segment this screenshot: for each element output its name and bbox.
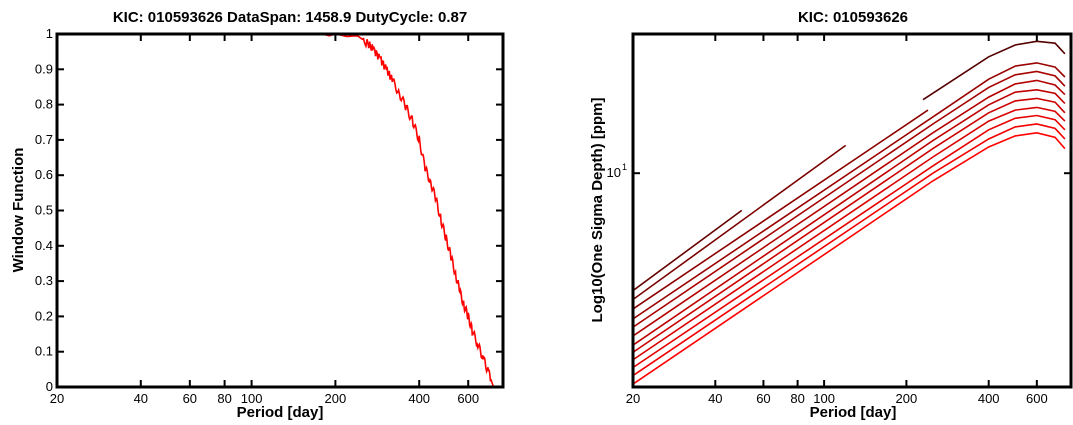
x-tick-label: 600 [1026, 391, 1048, 406]
x-tick-label: 600 [457, 391, 479, 406]
series-line [632, 79, 1066, 337]
x-tick-label: 40 [134, 391, 148, 406]
series-line [632, 62, 1066, 320]
y-tick-label: 1 [46, 26, 53, 41]
plot-area [57, 33, 495, 388]
series-line [632, 123, 1066, 377]
series-line [632, 106, 1066, 361]
y-tick-label: 0.8 [35, 97, 53, 112]
x-tick-label: 400 [978, 391, 1000, 406]
x-ticks: 20 40 60 80 100 200 400 600 [50, 34, 479, 406]
x-tick-label: 100 [241, 391, 263, 406]
y-tick-label: 0.9 [35, 61, 53, 76]
x-tick-label: 40 [708, 391, 722, 406]
series-line [632, 70, 1066, 328]
chart-title: KIC: 010593626 [798, 9, 908, 26]
series-line [632, 131, 1066, 385]
x-tick-label: 20 [50, 391, 64, 406]
y-tick-label: 0.2 [35, 308, 53, 323]
plot-area [632, 40, 1066, 385]
series-line [922, 40, 1066, 101]
x-axis-label: Period [day] [237, 404, 324, 421]
y-tick-label: 10 [607, 165, 621, 180]
x-tick-label: 200 [325, 391, 347, 406]
y-tick-exponent: 1 [622, 162, 627, 172]
x-tick-label: 80 [217, 391, 231, 406]
series-line [632, 88, 1066, 346]
x-tick-label: 60 [756, 391, 770, 406]
y-axis-label: Window Function [10, 148, 27, 273]
series-line [57, 33, 495, 388]
x-tick-label: 200 [896, 391, 918, 406]
y-tick-label: 0.6 [35, 167, 53, 182]
x-tick-label: 20 [626, 391, 640, 406]
y-ticks: 0 0.1 0.2 0.3 0.4 0.5 0.6 0.7 0.8 0.9 1 [35, 26, 503, 394]
y-tick-label: 0.3 [35, 273, 53, 288]
x-ticks: 20 40 60 80 100 200 400 600 [626, 34, 1048, 406]
x-axis-label: Period [day] [810, 404, 897, 421]
series-line [632, 97, 1066, 353]
chart-title: KIC: 010593626 DataSpan: 1458.9 DutyCycl… [113, 9, 467, 26]
y-tick-label: 0.5 [35, 203, 53, 218]
x-tick-label: 80 [790, 391, 804, 406]
one-sigma-depth-panel: KIC: 010593626 20 40 60 80 100 200 400 600 10 1 … [589, 9, 1073, 421]
series-line [632, 114, 1066, 369]
y-ticks: 10 1 [607, 162, 1071, 180]
axes-frame [55, 32, 505, 389]
y-tick-label: 0.4 [35, 238, 53, 253]
x-tick-label: 100 [813, 391, 835, 406]
x-tick-label: 400 [408, 391, 430, 406]
y-tick-label: 0.7 [35, 132, 53, 147]
series-line [632, 209, 743, 292]
x-tick-label: 60 [183, 391, 197, 406]
series-line [632, 144, 847, 301]
y-axis-label: Log10(One Sigma Depth) [ppm] [589, 97, 606, 322]
window-function-panel: KIC: 010593626 DataSpan: 1458.9 DutyCycl… [10, 9, 505, 421]
series-line [632, 109, 929, 310]
axes-frame [631, 32, 1073, 389]
y-tick-label: 0.1 [35, 344, 53, 359]
y-tick-label: 0 [46, 379, 53, 394]
